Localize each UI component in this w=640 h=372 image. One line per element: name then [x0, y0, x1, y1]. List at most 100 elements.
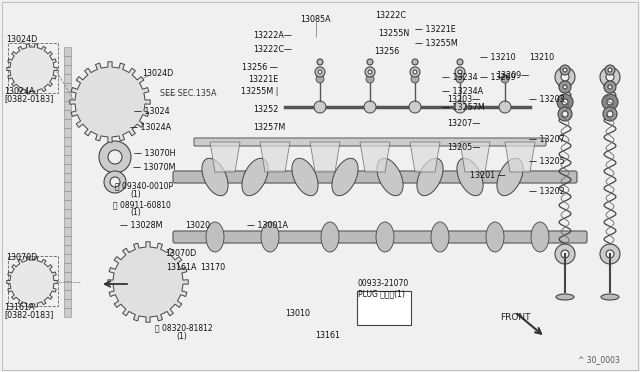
Text: — 13255M: — 13255M [415, 39, 458, 48]
Text: 13024A: 13024A [4, 87, 35, 96]
FancyBboxPatch shape [65, 57, 72, 65]
Circle shape [608, 68, 612, 72]
FancyBboxPatch shape [65, 299, 72, 308]
Circle shape [367, 59, 373, 65]
Circle shape [411, 75, 419, 83]
Text: 13170: 13170 [200, 263, 225, 272]
Circle shape [315, 67, 325, 77]
Text: 13210: 13210 [529, 52, 554, 61]
Text: — 13070M: — 13070M [133, 164, 175, 173]
Text: 13203—: 13203— [447, 96, 480, 105]
Circle shape [104, 171, 126, 193]
Text: — 13234A: — 13234A [442, 87, 483, 96]
Ellipse shape [457, 158, 483, 196]
Text: — 13024A: — 13024A [130, 122, 171, 131]
Text: — 13024: — 13024 [134, 108, 170, 116]
Circle shape [602, 94, 618, 110]
Text: SEE SEC.135A: SEE SEC.135A [160, 90, 216, 99]
Circle shape [366, 75, 374, 83]
Text: ^ 30_0003: ^ 30_0003 [578, 356, 620, 365]
FancyBboxPatch shape [65, 93, 72, 102]
Circle shape [40, 67, 44, 71]
FancyBboxPatch shape [65, 254, 72, 263]
Circle shape [26, 276, 38, 288]
Circle shape [317, 59, 323, 65]
Polygon shape [310, 142, 340, 172]
Text: 13024D: 13024D [142, 70, 173, 78]
Text: — 13221E: — 13221E [415, 26, 456, 35]
Ellipse shape [417, 158, 443, 196]
Text: 00933-21070: 00933-21070 [358, 279, 409, 289]
Text: (1): (1) [130, 189, 141, 199]
FancyBboxPatch shape [65, 237, 72, 246]
Circle shape [454, 101, 466, 113]
Polygon shape [7, 44, 57, 94]
FancyBboxPatch shape [65, 228, 72, 237]
Ellipse shape [531, 222, 549, 252]
Text: 13205—: 13205— [447, 144, 480, 153]
Circle shape [365, 67, 375, 77]
Circle shape [26, 76, 29, 79]
FancyBboxPatch shape [65, 147, 72, 155]
Text: PLUG プラグ(1): PLUG プラグ(1) [358, 289, 405, 298]
Circle shape [20, 67, 24, 71]
Circle shape [20, 280, 24, 283]
FancyBboxPatch shape [65, 138, 72, 147]
Circle shape [561, 73, 569, 81]
FancyBboxPatch shape [65, 291, 72, 299]
Circle shape [26, 272, 29, 275]
Circle shape [18, 55, 46, 83]
Circle shape [559, 81, 571, 93]
Ellipse shape [556, 294, 574, 300]
Text: (1): (1) [130, 208, 141, 218]
Circle shape [604, 81, 616, 93]
Text: — 13070H: — 13070H [134, 150, 175, 158]
Circle shape [603, 107, 617, 121]
Circle shape [35, 59, 38, 62]
Circle shape [608, 85, 612, 89]
Text: [0382-0183]: [0382-0183] [4, 94, 53, 103]
Circle shape [563, 68, 567, 72]
Circle shape [40, 280, 44, 283]
Circle shape [99, 141, 131, 173]
Circle shape [100, 86, 104, 91]
Circle shape [413, 70, 417, 74]
Circle shape [606, 73, 614, 81]
Text: 13221E: 13221E [248, 74, 278, 83]
Circle shape [409, 101, 421, 113]
Circle shape [100, 113, 104, 118]
FancyBboxPatch shape [65, 83, 72, 93]
Circle shape [101, 93, 119, 111]
Circle shape [140, 273, 157, 291]
Circle shape [364, 101, 376, 113]
FancyBboxPatch shape [65, 218, 72, 228]
Circle shape [124, 100, 128, 105]
Circle shape [92, 100, 97, 105]
Circle shape [130, 279, 134, 285]
Circle shape [138, 266, 143, 271]
Ellipse shape [376, 222, 394, 252]
Polygon shape [70, 62, 150, 142]
Circle shape [368, 70, 372, 74]
Circle shape [412, 59, 418, 65]
Circle shape [457, 59, 463, 65]
Circle shape [561, 250, 569, 258]
Text: 13255N: 13255N [378, 29, 409, 38]
Text: 13161A: 13161A [4, 302, 35, 311]
FancyBboxPatch shape [65, 119, 72, 128]
Circle shape [557, 94, 573, 110]
Polygon shape [7, 257, 57, 307]
Text: — 13234: — 13234 [442, 73, 477, 81]
Circle shape [456, 75, 464, 83]
Circle shape [161, 279, 166, 285]
Text: Ⓝ 08911-60810: Ⓝ 08911-60810 [113, 201, 171, 209]
Circle shape [314, 101, 326, 113]
Text: 13256: 13256 [374, 46, 399, 55]
Polygon shape [360, 142, 390, 172]
Text: 13222A—: 13222A— [253, 32, 292, 41]
Circle shape [18, 268, 46, 296]
Text: — 13207: — 13207 [529, 135, 564, 144]
Text: 13209—: 13209— [496, 71, 529, 80]
FancyBboxPatch shape [173, 171, 577, 183]
Circle shape [600, 67, 620, 87]
